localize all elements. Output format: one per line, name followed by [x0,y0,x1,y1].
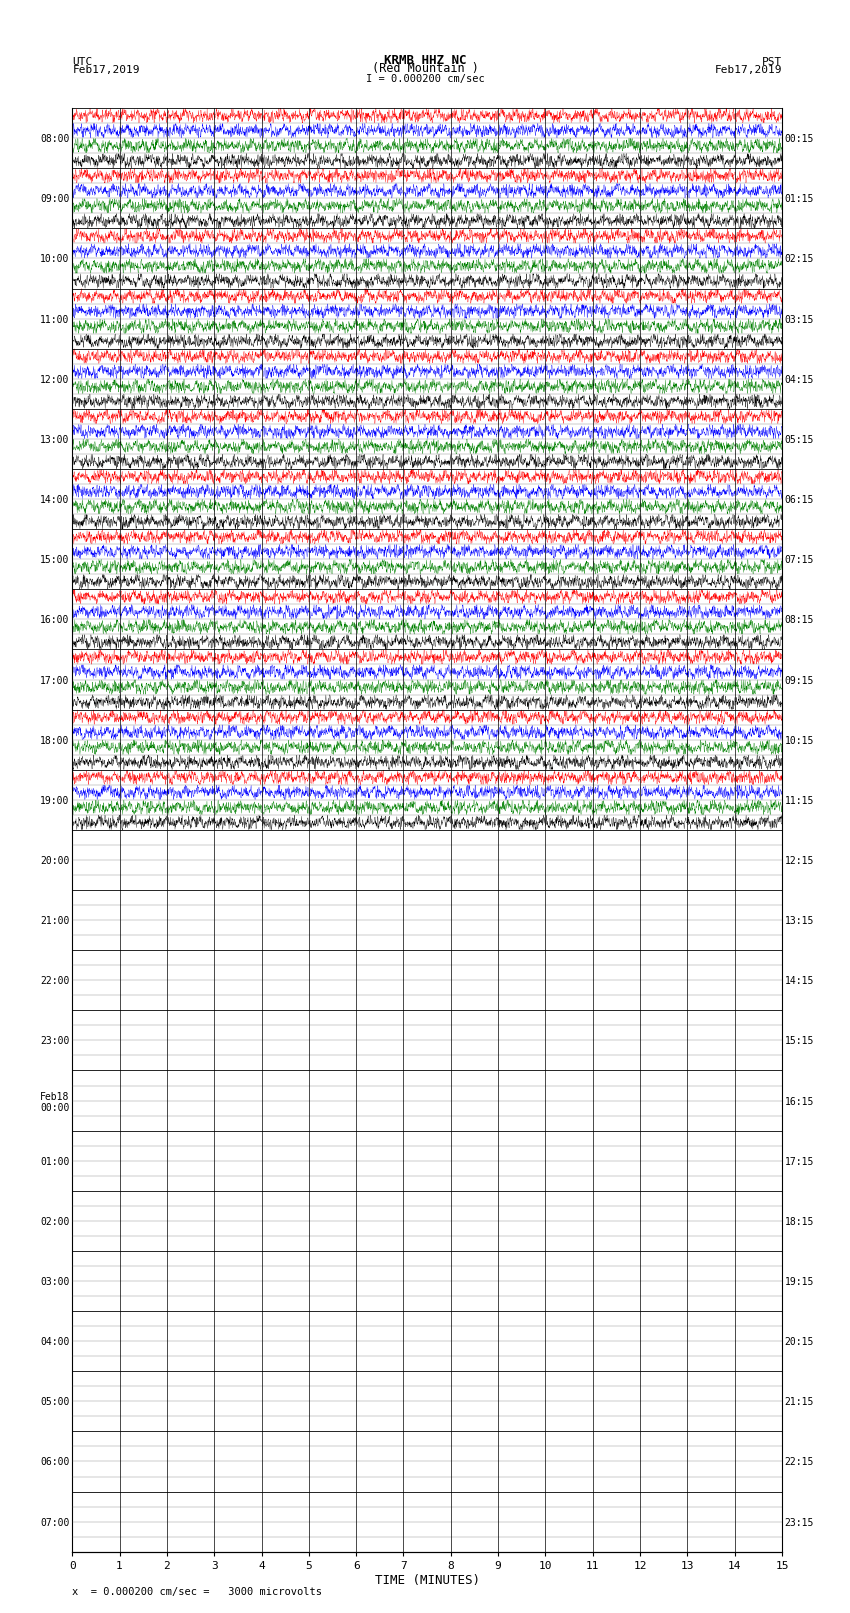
Text: Feb17,2019: Feb17,2019 [72,65,139,76]
Text: I = 0.000200 cm/sec: I = 0.000200 cm/sec [366,74,484,84]
Text: (Red Mountain ): (Red Mountain ) [371,61,479,76]
Text: Feb17,2019: Feb17,2019 [715,65,782,76]
Text: KRMB HHZ NC: KRMB HHZ NC [383,53,467,66]
Text: x  = 0.000200 cm/sec =   3000 microvolts: x = 0.000200 cm/sec = 3000 microvolts [72,1587,322,1597]
Text: PST: PST [762,56,782,66]
X-axis label: TIME (MINUTES): TIME (MINUTES) [375,1574,479,1587]
Text: UTC: UTC [72,56,93,66]
